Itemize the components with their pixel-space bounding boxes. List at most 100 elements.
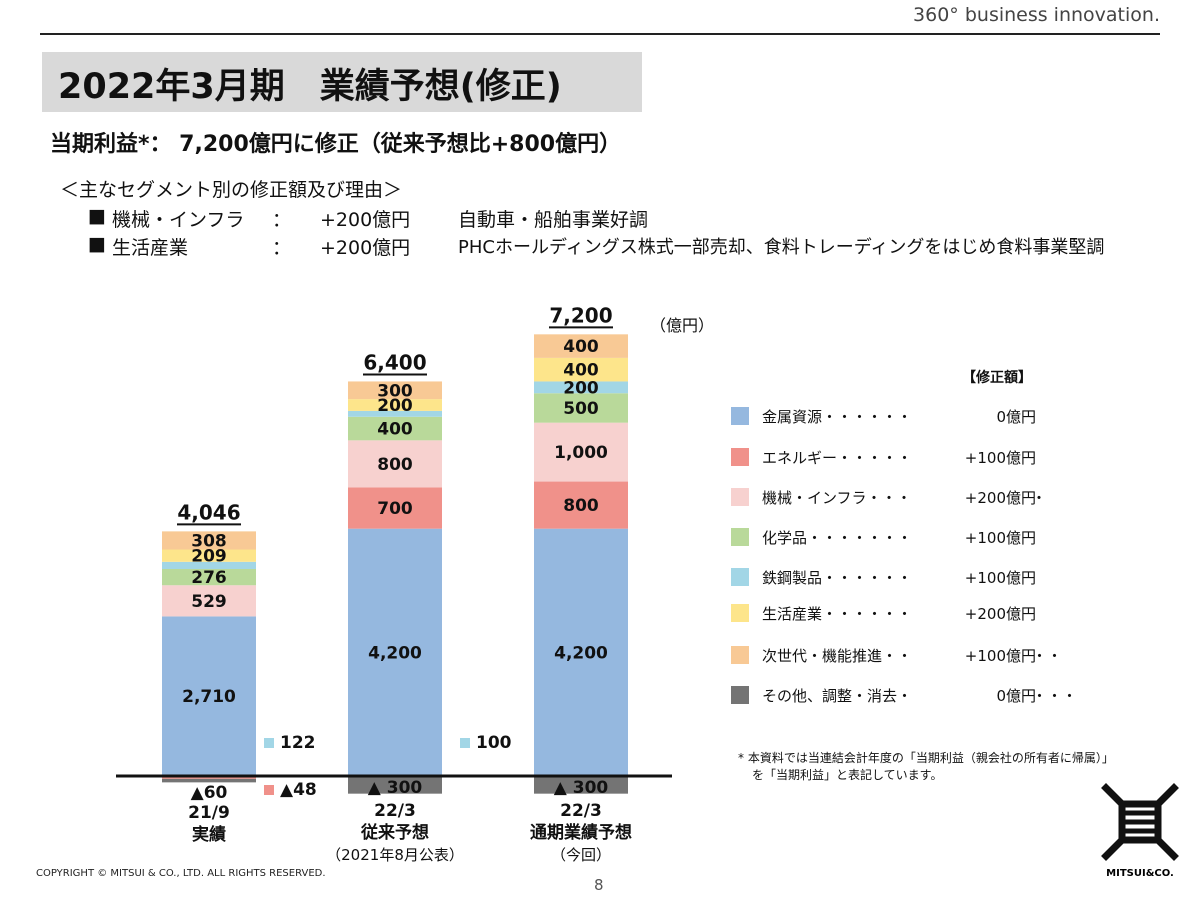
bar-segment-metal xyxy=(348,528,442,776)
legend-swatch-energy xyxy=(731,448,749,466)
bar-segment-iron xyxy=(534,381,628,394)
segments-header: ＜主なセグメント別の修正額及び理由＞ xyxy=(60,179,403,201)
segment-label-energy: 700 xyxy=(377,499,413,519)
reason-amount: +200億円 xyxy=(320,209,411,231)
reason-segment: 機械・インフラ xyxy=(112,209,245,231)
bullet: ■ xyxy=(88,233,106,255)
segment-label-metal: 4,200 xyxy=(554,643,608,663)
legend-revision-iron: +100億円 xyxy=(912,567,1036,588)
bar-segment-nextgen xyxy=(534,334,628,358)
bar-category-label: （2021年8月公表） xyxy=(326,846,464,864)
legend-swatch-lifestyle xyxy=(731,604,749,622)
side-marker-iron xyxy=(460,738,470,748)
side-marker-energy xyxy=(264,785,274,795)
legend-revision-metal: 0億円 xyxy=(912,406,1036,427)
segment-label-iron: 200 xyxy=(563,378,599,398)
legend-revision-other: 0億円 xyxy=(912,685,1036,706)
bar-segment-lifestyle xyxy=(348,399,442,411)
bar-segment-machinery xyxy=(162,585,256,617)
bar-segment-iron xyxy=(162,561,256,570)
bar-category-label: 従来予想 xyxy=(360,822,429,843)
side-label-iron: 122 xyxy=(280,733,316,753)
reason-segment: 生活産業 xyxy=(112,237,189,259)
segment-label-energy: 800 xyxy=(563,496,599,516)
bar-segment-chemical xyxy=(162,569,256,586)
legend-swatch-chemical xyxy=(731,528,749,546)
segment-label-metal: 4,200 xyxy=(368,643,422,663)
tagline: 360° business innovation. xyxy=(913,4,1160,26)
footnote: * 本資料では当連結会計年度の「当期利益（親会社の所有者に帰属）」 を「当期利益… xyxy=(738,750,1114,784)
legend-revision-chemical: +100億円 xyxy=(912,527,1036,548)
bar-category-label: 22/3 xyxy=(560,801,602,821)
unit-label: （億円） xyxy=(650,316,715,335)
side-label-energy: ▲48 xyxy=(280,780,317,800)
legend-swatch-iron xyxy=(731,568,749,586)
footnote-line: * 本資料では当連結会計年度の「当期利益（親会社の所有者に帰属）」 xyxy=(738,751,1114,765)
segment-label-lifestyle: 400 xyxy=(563,361,599,381)
copyright: COPYRIGHT © MITSUI & CO., LTD. ALL RIGHT… xyxy=(36,868,326,879)
legend-revision-machinery: +200億円 xyxy=(912,487,1036,508)
segment-label-chemical: 400 xyxy=(377,420,413,440)
segment-label-chemical: 276 xyxy=(191,568,227,588)
bar-segment-other xyxy=(534,776,628,794)
bar-segment-metal xyxy=(534,528,628,776)
legend-swatch-metal xyxy=(731,407,749,425)
footnote-line: を「当期利益」と表記しています。 xyxy=(752,768,943,782)
segment-label-chemical: 500 xyxy=(563,399,599,419)
net-income-summary: 当期利益*： 7,200億円に修正（従来予想比+800億円） xyxy=(50,132,622,157)
bar-category-label: 通期業績予想 xyxy=(530,822,632,843)
page-title: 2022年3月期 業績予想(修正) xyxy=(58,67,562,107)
mitsui-logo: MITSUI&CO. xyxy=(1101,783,1179,879)
legend-revision-lifestyle: +200億円 xyxy=(912,603,1036,624)
bar-segment-iron xyxy=(348,410,442,417)
bar-segment-lifestyle xyxy=(534,357,628,382)
reason-separator: ： xyxy=(272,209,292,231)
segment-label-lifestyle: 209 xyxy=(191,547,227,567)
legend-revision-nextgen: +100億円 xyxy=(912,645,1036,666)
bar-category-label: 21/9 xyxy=(188,803,230,823)
reason-separator: ： xyxy=(272,237,292,259)
reason-text: PHCホールディングス株式一部売却、食料トレーディングをはじめ食料事業堅調 xyxy=(458,237,1105,258)
segment-label-machinery: 529 xyxy=(191,592,227,612)
bar-total-label: 7,200 xyxy=(549,303,612,327)
bar-segment-metal xyxy=(162,616,256,776)
segment-label-lifestyle: 200 xyxy=(377,396,413,416)
page-number: 8 xyxy=(594,876,604,894)
reason-text: 自動車・船舶事業好調 xyxy=(458,209,649,231)
bar-segment-lifestyle xyxy=(162,549,256,562)
bar-segment-machinery xyxy=(534,422,628,482)
segment-label-other: ▲ 300 xyxy=(554,778,609,798)
segment-label-nextgen: 400 xyxy=(563,337,599,357)
segment-label-metal: 2,710 xyxy=(182,687,236,707)
bar-total-label: 6,400 xyxy=(363,350,426,374)
segment-label-nextgen: 308 xyxy=(191,531,227,551)
legend-swatch-other xyxy=(731,686,749,704)
bullet: ■ xyxy=(88,205,106,227)
legend-swatch-nextgen xyxy=(731,646,749,664)
legend-revision-energy: +100億円 xyxy=(912,447,1036,468)
title-background xyxy=(42,52,642,112)
bar-segment-energy xyxy=(534,481,628,529)
segment-label-machinery: 800 xyxy=(377,455,413,475)
segment-label-machinery: 1,000 xyxy=(554,443,608,463)
bar-total-label: 4,046 xyxy=(177,500,240,524)
bar-segment-nextgen xyxy=(162,531,256,550)
header-divider xyxy=(40,33,1160,35)
bar-segment-nextgen xyxy=(348,381,442,400)
bar-segment-energy xyxy=(348,487,442,529)
mitsui-logo-icon xyxy=(1101,783,1179,861)
reason-amount: +200億円 xyxy=(320,237,411,259)
bar-segment-other xyxy=(348,776,442,794)
legend-header: 【修正額】 xyxy=(962,370,1032,386)
bar-segment-chemical xyxy=(348,416,442,441)
segment-label-other: ▲ 300 xyxy=(368,778,423,798)
bar-category-label: 22/3 xyxy=(374,801,416,821)
side-label-iron: 100 xyxy=(476,733,512,753)
bar-category-label: 実績 xyxy=(192,824,226,845)
logo-text: MITSUI&CO. xyxy=(1106,868,1174,879)
bar-below-label: ▲60 xyxy=(191,783,228,803)
bar-segment-machinery xyxy=(348,440,442,488)
bar-category-label: （今回） xyxy=(551,846,611,864)
bar-segment-chemical xyxy=(534,393,628,423)
